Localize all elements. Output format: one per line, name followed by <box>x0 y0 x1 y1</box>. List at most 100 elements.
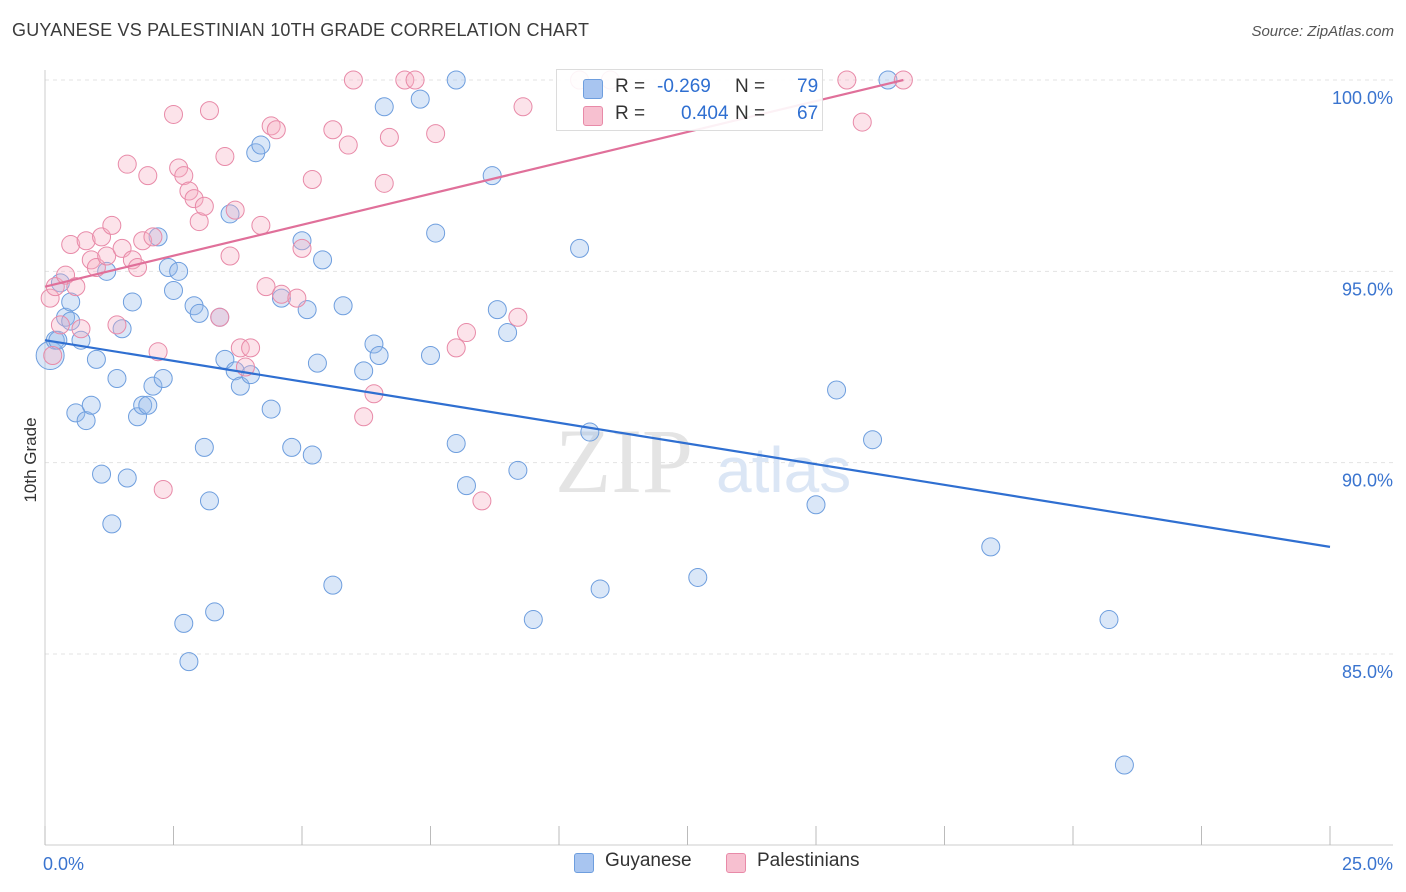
legend-n-value: 67 <box>797 103 819 124</box>
point-palestinians <box>107 315 127 335</box>
point-guyanese <box>1099 610 1119 630</box>
point-guyanese <box>827 380 847 400</box>
point-guyanese <box>523 610 543 630</box>
point-guyanese <box>174 613 194 633</box>
point-palestinians <box>852 112 872 132</box>
point-palestinians <box>251 215 271 235</box>
legend-label-palestinians: Palestinians <box>757 850 860 871</box>
point-guyanese <box>220 204 240 224</box>
point-palestinians <box>354 407 374 427</box>
legend-r-label: R = <box>615 103 646 124</box>
point-guyanese <box>133 395 153 415</box>
data-points <box>35 70 1134 775</box>
point-guyanese <box>806 495 826 515</box>
chart-title: GUYANESE VS PALESTINIAN 10TH GRADE CORRE… <box>12 20 590 40</box>
legend-r-value: -0.269 <box>657 76 711 97</box>
point-guyanese <box>76 411 96 431</box>
point-guyanese <box>456 476 476 496</box>
point-guyanese <box>323 575 343 595</box>
legend-n-label: N = <box>735 103 766 124</box>
point-palestinians <box>837 70 857 90</box>
point-guyanese <box>251 135 271 155</box>
point-palestinians <box>199 101 219 121</box>
point-guyanese <box>508 460 528 480</box>
y-tick-label: 90.0% <box>1342 471 1393 491</box>
grid-lines <box>45 79 1393 655</box>
point-palestinians <box>76 231 96 251</box>
point-guyanese <box>282 437 302 457</box>
point-guyanese <box>313 250 333 270</box>
point-palestinians <box>395 70 415 90</box>
point-palestinians <box>220 246 240 266</box>
point-guyanese <box>426 223 446 243</box>
point-palestinians <box>66 277 86 297</box>
point-guyanese <box>364 334 384 354</box>
point-guyanese <box>688 567 708 587</box>
legend-label-guyanese: Guyanese <box>605 850 692 871</box>
point-palestinians <box>338 135 358 155</box>
point-guyanese <box>66 403 86 423</box>
point-palestinians <box>374 173 394 193</box>
point-palestinians <box>472 491 492 511</box>
point-palestinians <box>102 215 122 235</box>
point-guyanese <box>487 300 507 320</box>
point-guyanese <box>292 231 312 251</box>
point-palestinians <box>292 238 312 258</box>
point-guyanese <box>446 70 466 90</box>
point-palestinians <box>256 277 276 297</box>
point-guyanese <box>153 368 173 388</box>
point-palestinians <box>225 200 245 220</box>
point-palestinians <box>128 258 148 278</box>
point-guyanese <box>421 346 440 366</box>
point-guyanese <box>199 491 219 511</box>
point-guyanese <box>117 468 137 488</box>
point-guyanese <box>446 434 466 454</box>
point-guyanese <box>307 353 327 373</box>
point-palestinians <box>189 212 209 232</box>
watermark-atlas: atlas <box>716 434 851 506</box>
point-guyanese <box>369 346 389 366</box>
point-palestinians <box>143 227 163 247</box>
point-guyanese <box>143 376 163 396</box>
point-palestinians <box>164 104 183 124</box>
trend-line-guyanese <box>44 339 1331 548</box>
point-palestinians <box>266 120 286 140</box>
point-guyanese <box>179 652 199 672</box>
point-palestinians <box>261 116 281 136</box>
point-palestinians <box>148 342 168 362</box>
point-guyanese <box>590 579 610 599</box>
point-palestinians <box>446 338 466 358</box>
point-palestinians <box>426 124 446 144</box>
point-guyanese <box>1114 755 1134 775</box>
point-palestinians <box>174 166 194 186</box>
point-guyanese <box>482 166 502 186</box>
point-guyanese <box>354 361 374 381</box>
point-palestinians <box>343 70 363 90</box>
point-guyanese <box>261 399 281 419</box>
x-tick-label: 25.0% <box>1342 854 1393 874</box>
legend-swatch-palestinians <box>583 106 603 126</box>
point-palestinians <box>194 196 214 216</box>
stats-legend: R = -0.269 N = 79 R = 0.404 N = 67 <box>556 69 823 131</box>
point-guyanese <box>333 296 353 316</box>
y-tick-label: 95.0% <box>1342 279 1393 299</box>
point-guyanese <box>164 280 183 300</box>
point-guyanese <box>61 311 81 331</box>
point-guyanese <box>81 395 101 415</box>
y-axis-title: 10th Grade <box>21 417 40 502</box>
point-palestinians <box>50 315 70 335</box>
axis-labels: 85.0% 90.0% 95.0% 100.0% 0.0% 25.0% <box>43 88 1393 874</box>
legend-n-label: N = <box>735 76 766 97</box>
point-guyanese <box>205 602 225 622</box>
point-palestinians <box>230 338 250 358</box>
point-palestinians <box>71 319 91 339</box>
point-palestinians <box>61 235 81 255</box>
point-guyanese <box>112 319 132 339</box>
point-palestinians <box>302 169 322 189</box>
legend-swatch-guyanese <box>574 853 594 873</box>
point-palestinians <box>323 120 343 140</box>
point-guyanese <box>158 258 178 278</box>
point-palestinians <box>138 166 158 186</box>
point-guyanese <box>981 537 1001 557</box>
